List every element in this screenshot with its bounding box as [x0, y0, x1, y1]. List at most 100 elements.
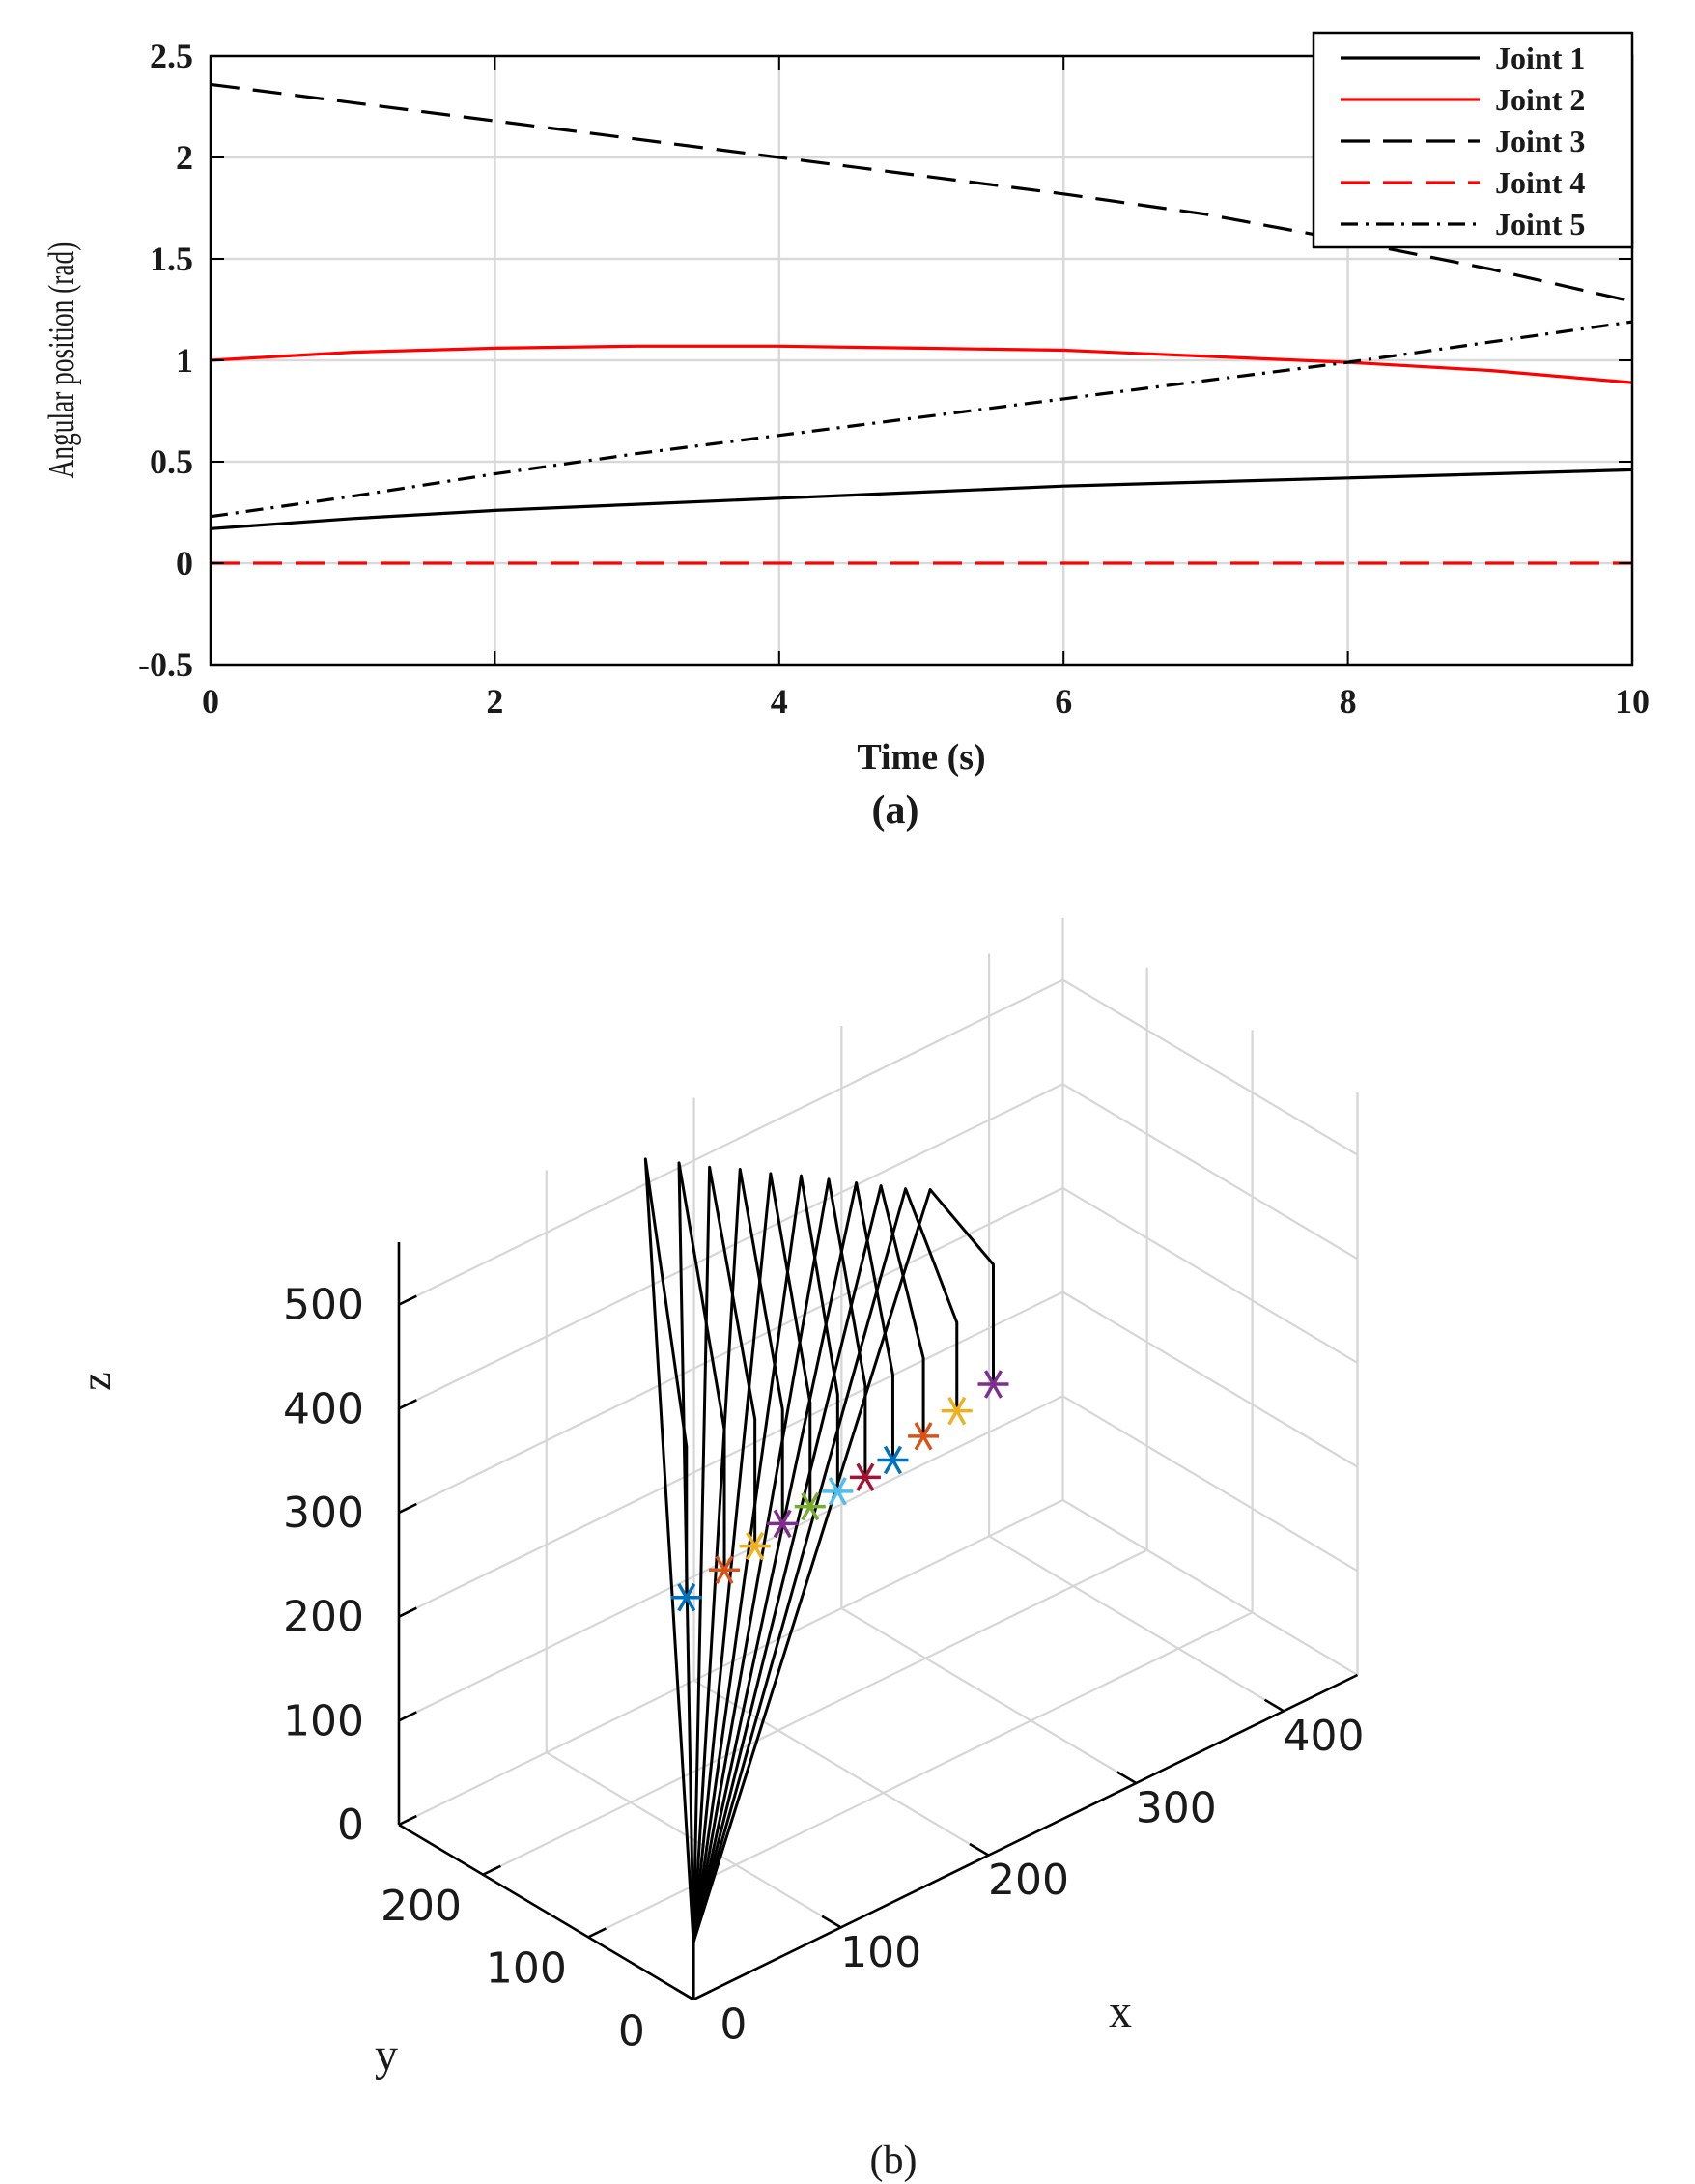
- robot-arm-configuration: [692, 1177, 867, 1943]
- x-tick-label: 2: [486, 682, 503, 721]
- marker-stroke: [746, 1531, 765, 1561]
- marker-stroke: [715, 1555, 734, 1585]
- legend-entry: Joint 4: [1495, 165, 1585, 200]
- robot-arm-configuration: [692, 1184, 925, 1943]
- end-effector-marker: [822, 1477, 854, 1506]
- y-axis-line: [398, 1823, 694, 2001]
- y-tick-label: 2: [176, 138, 193, 177]
- y-axis-label-3d: y: [375, 2029, 398, 2081]
- x-tick-label: 0: [202, 682, 219, 721]
- end-effector-marker: [709, 1555, 741, 1585]
- x-tick-mark: [673, 1987, 694, 2001]
- marker-stroke: [883, 1445, 902, 1475]
- back-wall-grid-line: [1061, 979, 1359, 1156]
- y-tick-label: 0: [618, 2006, 645, 2056]
- panel-label-a: (a): [872, 788, 919, 833]
- robot-arm-configuration: [692, 1188, 995, 1943]
- robot-arm-configuration: [692, 1187, 959, 1943]
- legend-entry: Joint 1: [1495, 41, 1585, 75]
- z-tick-label: 0: [337, 1801, 364, 1850]
- z-tick-label: 100: [283, 1696, 364, 1745]
- back-wall-grid-line: [398, 979, 1063, 1306]
- marker-stroke: [983, 1370, 1003, 1399]
- legend-entry: Joint 2: [1495, 82, 1585, 117]
- y-tick-mark: [587, 1927, 607, 1939]
- back-wall-grid-line: [1061, 1395, 1359, 1573]
- axis-ticks: 0 100 200 300 400 0 100 200 0 100 200 300 400 500: [283, 1281, 1364, 2056]
- robot-arm-configuration: [692, 1167, 784, 1943]
- series-line-joint-1: [210, 468, 1633, 530]
- z-tick-label: 400: [283, 1384, 364, 1433]
- back-wall-grid-line: [1061, 1083, 1359, 1261]
- z-tick-label: 300: [283, 1489, 364, 1538]
- end-effector-marker: [794, 1491, 826, 1521]
- y-tick-label: 2.5: [150, 37, 193, 75]
- end-effector-marker: [739, 1531, 771, 1561]
- legend-entry: Joint 5: [1495, 207, 1585, 241]
- back-wall-grid-line: [398, 1291, 1063, 1618]
- y-tick-label: -0.5: [138, 645, 193, 684]
- y-tick-mark: [482, 1864, 502, 1876]
- marker-stroke: [914, 1422, 933, 1451]
- end-effector-marker: [849, 1462, 881, 1492]
- back-wall-grid-line: [398, 1083, 1063, 1410]
- series-lines: [210, 82, 1633, 565]
- y-tick-mark: [692, 1989, 712, 2001]
- marker-stroke: [947, 1396, 967, 1426]
- end-effector-marker: [977, 1370, 1009, 1399]
- back-wall-grid-line: [398, 1186, 1063, 1514]
- axis-ticks: 0 2 4 6 8 10-0.500.511.522.5: [138, 37, 1650, 721]
- x-tick-mark: [1263, 1698, 1285, 1713]
- z-tick-label: 200: [283, 1593, 364, 1642]
- x-tick-label: 300: [1136, 1784, 1217, 1833]
- end-effector-markers: [670, 1370, 1009, 1612]
- x-tick-label: 0: [720, 2000, 747, 2050]
- x-tick-label: 6: [1055, 682, 1072, 721]
- y-tick-label: 1.5: [150, 240, 193, 278]
- x-axis-label: Time (s): [857, 737, 985, 778]
- x-tick-label: 100: [840, 1928, 921, 1977]
- floor-grid-line: [546, 1751, 842, 1929]
- x-tick-label: 200: [988, 1856, 1069, 1905]
- series-line-joint-3: [210, 82, 1633, 303]
- x-tick-label: 10: [1615, 682, 1650, 721]
- x-tick-mark: [821, 1915, 842, 1929]
- z-tick-label: 500: [283, 1281, 364, 1330]
- y-tick-label: 0: [176, 544, 193, 582]
- robot-arm-configuration: [692, 1181, 894, 1943]
- back-wall-grid-line: [1061, 1187, 1359, 1364]
- series-line-joint-2: [210, 344, 1633, 384]
- z-tick-mark: [398, 1502, 417, 1515]
- back-wall-grid-line: [398, 1499, 1063, 1826]
- x-axis-label-3d: x: [1109, 1986, 1132, 2037]
- end-effector-marker: [908, 1422, 940, 1451]
- end-effector-marker: [877, 1445, 909, 1475]
- x-tick-label: 8: [1340, 682, 1357, 721]
- joint-angle-chart: 0 2 4 6 8 10-0.500.511.522.5 Time (s) Angular…: [42, 31, 1650, 833]
- marker-stroke: [677, 1582, 696, 1612]
- floor-grid-line: [840, 1607, 1137, 1784]
- z-tick-mark: [398, 1399, 417, 1410]
- z-axis-label: z: [72, 1372, 120, 1391]
- z-tick-mark: [398, 1294, 417, 1306]
- x-tick-mark: [1116, 1771, 1138, 1785]
- z-tick-mark: [398, 1814, 417, 1827]
- y-tick-label: 200: [381, 1882, 462, 1931]
- robot-configurations: [643, 1157, 995, 2000]
- y-tick-label: 0.5: [150, 442, 193, 481]
- y-tick-label: 1: [176, 341, 193, 380]
- y-axis-label: Angular position (rad): [42, 242, 82, 479]
- x-tick-label: 400: [1284, 1712, 1365, 1761]
- end-effector-marker: [767, 1509, 799, 1539]
- marker-stroke: [801, 1491, 820, 1521]
- marker-stroke: [856, 1462, 875, 1492]
- x-tick-label: 4: [771, 682, 788, 721]
- back-wall-grid-line: [1061, 1291, 1359, 1468]
- series-line-joint-5: [210, 320, 1633, 519]
- robot-arm-configuration: [677, 1161, 726, 1943]
- panel-label-b: (b): [870, 2139, 918, 2183]
- legend: Joint 1 Joint 2 Joint 3 Joint 4 Joint 5: [1312, 31, 1634, 249]
- end-effector-marker: [941, 1396, 973, 1426]
- marker-stroke: [773, 1509, 792, 1539]
- z-tick-mark: [398, 1606, 417, 1618]
